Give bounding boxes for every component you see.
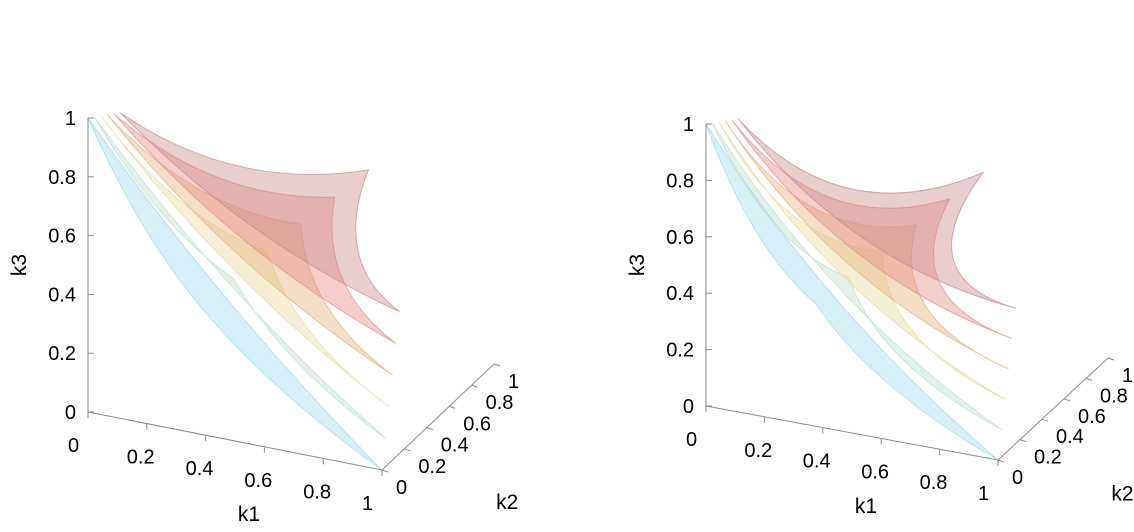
k2-tick-mark — [997, 459, 1005, 463]
k2-tick-label: 1 — [1122, 365, 1133, 387]
k1-tick-label: 0 — [68, 435, 79, 457]
surfaces — [705, 118, 1016, 461]
k2-tick-mark — [493, 363, 501, 367]
k2-tick-label: 0.6 — [463, 413, 491, 435]
left-3d-plot: 00.20.40.60.81k100.20.40.60.81k200.20.40… — [8, 108, 519, 526]
k3-tick-label: 1 — [65, 108, 76, 130]
k2-tick-label: 0.8 — [486, 392, 514, 414]
k3-tick-label: 0 — [683, 396, 694, 418]
k3-tick-label: 0.4 — [48, 284, 76, 306]
k1-axis-line — [705, 405, 999, 461]
k2-tick-mark — [404, 448, 411, 452]
surface-level-0 — [87, 117, 383, 471]
surface-level-0 — [705, 123, 999, 461]
k1-tick-label: 0.8 — [303, 481, 331, 503]
k2-tick-mark — [471, 384, 478, 388]
k2-tick-mark — [449, 405, 456, 409]
k1-tick-label: 0 — [686, 429, 697, 451]
k2-tick-label: 0 — [396, 477, 407, 499]
k1-tick-label: 0.4 — [186, 458, 214, 480]
k3-tick-label: 0.8 — [666, 170, 694, 192]
k1-tick-label: 1 — [978, 483, 989, 505]
k3-tick-label: 0.2 — [666, 340, 694, 362]
k1-tick-label: 0.2 — [744, 440, 772, 462]
k2-axis-title: k2 — [1111, 482, 1133, 505]
surface-level-5 — [119, 112, 400, 313]
k1-tick-label: 0.6 — [244, 470, 272, 492]
k1-axis-title: k1 — [238, 503, 260, 526]
surface-level-5 — [737, 118, 1016, 309]
k2-tick-label: 0.2 — [418, 456, 446, 478]
k1-axis-line — [87, 411, 383, 471]
k2-axis-title: k2 — [496, 491, 518, 514]
k2-tick-mark — [426, 427, 433, 431]
k3-tick-label: 0.4 — [666, 283, 694, 305]
k2-tick-mark — [1063, 398, 1071, 402]
k3-tick-label: 0.6 — [48, 226, 76, 248]
k2-axis-line — [997, 357, 1109, 461]
k2-axis-line — [381, 363, 495, 471]
k1-tick-label: 0.4 — [803, 451, 831, 473]
k2-tick-mark — [1107, 357, 1115, 361]
k3-axis-title: k3 — [626, 254, 649, 276]
k1-tick-label: 0.8 — [920, 472, 948, 494]
k2-tick-mark — [1085, 377, 1093, 381]
k1-tick-label: 1 — [362, 493, 373, 515]
surface-level-4 — [731, 119, 1013, 339]
k2-tick-mark — [1019, 439, 1027, 443]
k2-tick-label: 0.4 — [1056, 426, 1084, 448]
right-3d-plot: 0 0.2 0.4 0.6 0.8 1k100.20.40.60.81k200.20.40… — [626, 114, 1134, 518]
k1-tick-label: 0.2 — [127, 447, 155, 469]
k3-tick-label: 1 — [683, 114, 694, 136]
k2-tick-label: 0.8 — [1100, 385, 1128, 407]
k2-tick-label: 0 — [1012, 467, 1023, 489]
k2-tick-mark — [381, 469, 389, 473]
k3-axis-title: k3 — [8, 254, 31, 276]
k3-tick-label: 0.6 — [666, 227, 694, 249]
axes: 00.20.40.60.81k100.20.40.60.81k200.20.40… — [8, 108, 519, 526]
k2-tick-mark — [1041, 418, 1049, 422]
k3-tick-label: 0.2 — [48, 343, 76, 365]
k2-tick-label: 1 — [508, 371, 519, 393]
k3-tick-label: 0 — [65, 402, 76, 424]
k1-tick-label: 0.6 — [861, 461, 889, 483]
surface-level-1 — [94, 116, 386, 439]
surfaces — [87, 112, 400, 471]
k3-tick-label: 0.8 — [48, 167, 76, 189]
surface-level-2 — [718, 121, 1006, 400]
k2-tick-label: 0.2 — [1034, 447, 1062, 469]
k2-tick-label: 0.6 — [1078, 406, 1106, 428]
k2-tick-label: 0.4 — [441, 435, 469, 457]
k1-axis-title: k1 — [855, 495, 877, 518]
surface-level-3 — [724, 120, 1009, 370]
surface-level-1 — [711, 122, 1002, 431]
